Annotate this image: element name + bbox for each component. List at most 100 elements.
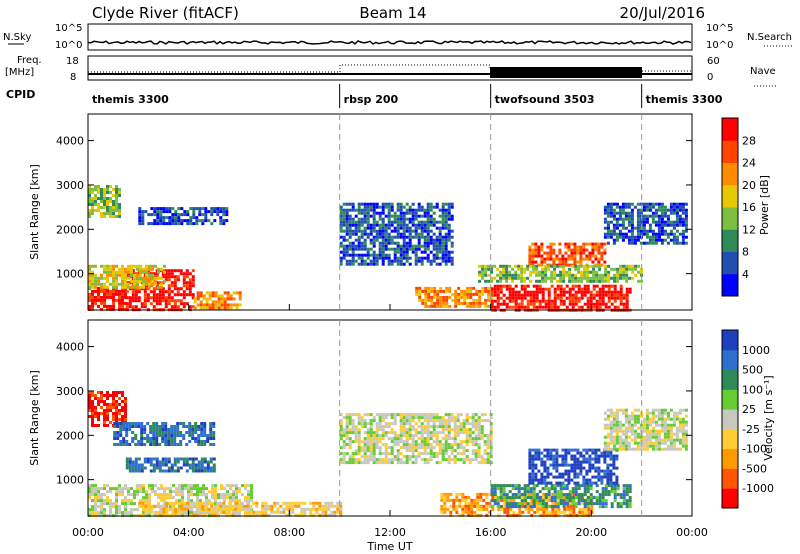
range-cell xyxy=(559,279,563,283)
range-cell xyxy=(342,238,346,242)
range-cell xyxy=(200,443,204,446)
range-cell xyxy=(559,276,563,280)
range-cell xyxy=(375,422,379,426)
range-cell xyxy=(244,496,247,500)
range-cell xyxy=(435,220,439,224)
range-cell xyxy=(100,307,103,311)
range-cell xyxy=(174,210,178,214)
range-cell xyxy=(97,209,100,212)
range-cell xyxy=(551,510,555,514)
range-cell xyxy=(440,504,444,508)
range-cell xyxy=(339,452,343,456)
range-cell xyxy=(97,206,100,209)
range-cell xyxy=(577,267,581,271)
range-cell xyxy=(669,220,673,224)
range-cell xyxy=(171,510,175,514)
range-cell xyxy=(363,461,367,465)
range-cell xyxy=(586,305,590,309)
range-cell xyxy=(585,472,589,476)
range-cell xyxy=(345,425,349,429)
range-cell xyxy=(194,440,198,443)
range-cell xyxy=(520,302,524,306)
range-cell xyxy=(579,472,583,476)
range-cell xyxy=(583,499,587,503)
range-cell xyxy=(591,254,595,258)
range-cell xyxy=(195,513,199,517)
range-cell xyxy=(237,507,241,511)
range-cell xyxy=(150,207,154,211)
range-cell xyxy=(138,513,142,517)
range-cell xyxy=(625,505,629,509)
range-cell xyxy=(480,461,484,465)
range-cell xyxy=(88,191,91,194)
range-cell xyxy=(119,422,123,425)
range-cell xyxy=(594,257,598,261)
range-cell xyxy=(372,446,376,450)
range-cell xyxy=(557,498,561,502)
range-cell xyxy=(140,469,144,473)
range-cell xyxy=(97,493,100,497)
range-cell xyxy=(387,458,391,462)
range-cell xyxy=(220,484,223,488)
range-cell xyxy=(672,235,676,239)
range-cell xyxy=(402,413,406,417)
range-cell xyxy=(163,502,166,506)
range-cell xyxy=(399,253,403,257)
range-cell xyxy=(443,492,447,496)
range-cell xyxy=(613,305,617,309)
range-cell xyxy=(473,504,477,508)
range-cell xyxy=(357,256,361,260)
range-cell xyxy=(176,457,180,461)
range-cell xyxy=(342,250,346,254)
range-cell xyxy=(209,460,213,464)
range-cell xyxy=(612,241,616,245)
range-cell xyxy=(154,493,157,497)
range-cell xyxy=(558,248,562,252)
range-cell xyxy=(595,270,599,274)
range-cell xyxy=(587,507,591,511)
range-cell xyxy=(363,208,367,212)
range-cell xyxy=(118,307,121,311)
range-cell xyxy=(148,267,151,271)
range-cell xyxy=(211,294,215,298)
range-cell xyxy=(357,223,361,227)
range-cell xyxy=(181,490,184,494)
range-cell xyxy=(115,400,118,403)
range-cell xyxy=(124,508,127,512)
range-cell xyxy=(372,235,376,239)
range-cell xyxy=(378,205,382,209)
range-cell xyxy=(144,513,148,517)
range-cell xyxy=(651,217,655,221)
range-cell xyxy=(88,270,91,274)
range-cell xyxy=(118,418,121,421)
range-cell xyxy=(103,200,106,203)
range-cell xyxy=(217,303,221,307)
range-cell xyxy=(418,298,422,302)
range-cell xyxy=(138,207,142,211)
range-cell xyxy=(387,208,391,212)
range-cell xyxy=(637,270,641,274)
range-cell xyxy=(537,245,541,249)
range-cell xyxy=(500,507,504,511)
range-cell xyxy=(109,270,112,274)
range-cell xyxy=(477,455,481,459)
range-cell xyxy=(246,513,250,517)
range-cell xyxy=(378,247,382,251)
range-cell xyxy=(164,431,168,434)
range-cell xyxy=(136,493,139,497)
range-cell xyxy=(637,279,641,283)
range-cell xyxy=(480,434,484,438)
range-cell xyxy=(657,220,661,224)
range-cell xyxy=(366,253,370,257)
range-cell xyxy=(372,416,376,420)
range-cell xyxy=(363,217,367,221)
range-cell xyxy=(453,431,457,435)
range-cell xyxy=(112,502,115,506)
range-cell xyxy=(517,276,521,280)
range-cell xyxy=(571,264,575,268)
range-cell xyxy=(357,449,361,453)
range-cell xyxy=(589,487,593,491)
range-cell xyxy=(536,510,540,514)
range-cell xyxy=(210,207,214,211)
range-cell xyxy=(508,502,512,506)
